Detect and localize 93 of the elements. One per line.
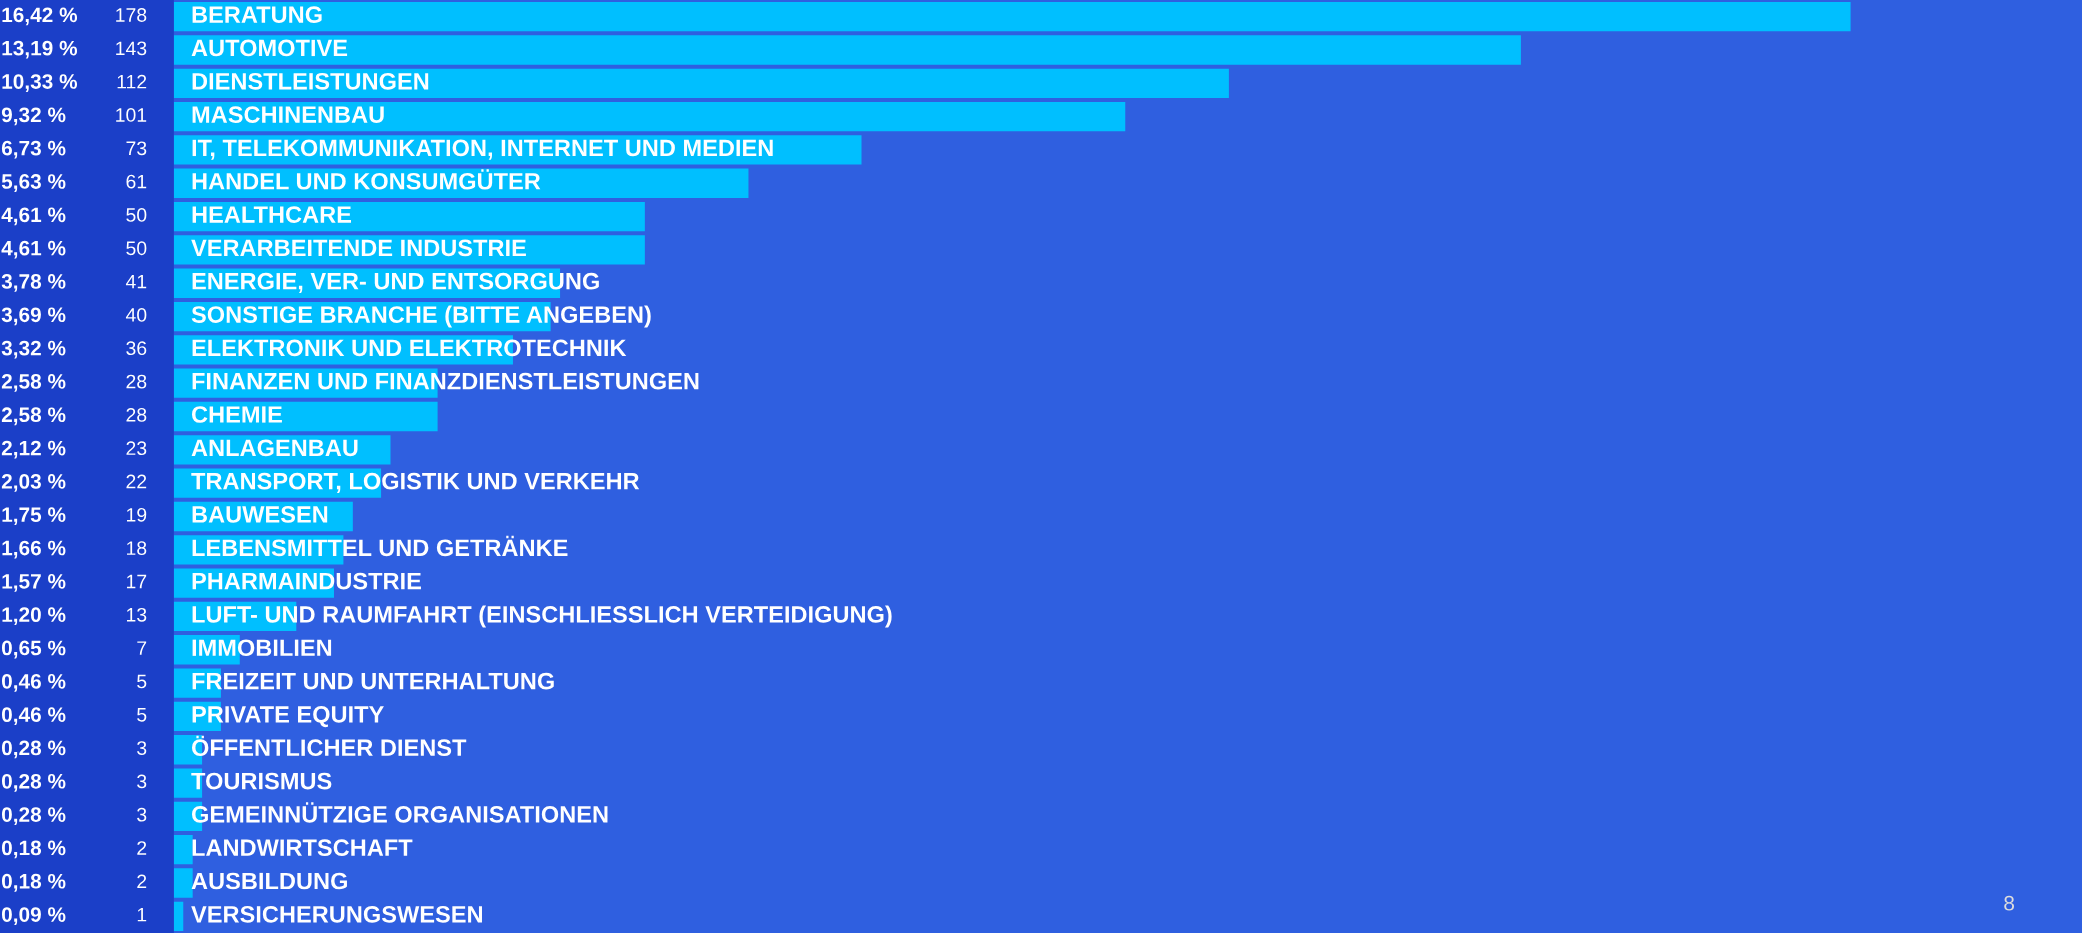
data-label: 61 bbox=[126, 174, 147, 189]
data-label: 40 bbox=[125, 308, 147, 322]
text: 0,18 % bbox=[1, 873, 66, 892]
text: 2,58 % bbox=[1, 374, 66, 392]
text: 3,78 % bbox=[1, 274, 66, 292]
data-label: 18 bbox=[126, 541, 147, 556]
y-tick-label: ELEKTRONIK UND ELEKTROTECHNIK bbox=[192, 339, 627, 357]
y-tick-label: VERSICHERUNGSWESEN bbox=[191, 905, 482, 923]
data-label: 5 bbox=[137, 708, 147, 722]
text: 0,28 % bbox=[1, 807, 66, 825]
text: 8 bbox=[2004, 895, 2015, 911]
data-label: 3 bbox=[137, 741, 147, 755]
data-label: 13 bbox=[126, 607, 147, 622]
y-tick-label: AUTOMOTIVE bbox=[191, 39, 348, 57]
data-label: 36 bbox=[126, 341, 147, 356]
data-label: 3 bbox=[137, 807, 147, 822]
text: 6,73 % bbox=[1, 140, 66, 159]
data-label: 50 bbox=[126, 208, 147, 222]
y-tick-label: ENERGIE, VER- UND ENTSORGUNG bbox=[192, 272, 599, 293]
y-tick-label: HEALTHCARE bbox=[192, 206, 352, 223]
y-tick-label: PHARMAINDUSTRIE bbox=[192, 572, 421, 590]
text: 0,18 % bbox=[1, 840, 66, 859]
text: 10,33 % bbox=[2, 74, 78, 92]
bar bbox=[173, 868, 193, 898]
text: 0,65 % bbox=[1, 640, 66, 659]
data-label: 178 bbox=[116, 8, 147, 22]
text: 2,58 % bbox=[1, 407, 66, 426]
text: 4,61 % bbox=[1, 240, 66, 259]
data-label: 112 bbox=[117, 74, 147, 89]
y-tick-label: FINANZEN UND FINANZDIENSTLEISTUNGEN bbox=[192, 372, 699, 390]
y-tick-label: TOURISMUS bbox=[191, 772, 332, 790]
y-tick-label: IMMOBILIEN bbox=[192, 639, 332, 657]
y-tick-label: IT, TELEKOMMUNIKATION, INTERNET UND MEDIEN bbox=[192, 139, 773, 160]
text: 1,20 % bbox=[2, 607, 66, 626]
bar bbox=[173, 201, 645, 232]
data-label: 28 bbox=[126, 407, 147, 422]
text: 0,28 % bbox=[1, 740, 66, 759]
data-label: 19 bbox=[126, 507, 147, 522]
bar bbox=[173, 2, 1851, 32]
text: 16,42 % bbox=[2, 7, 78, 26]
text: 2,12 % bbox=[1, 440, 66, 459]
text: 2,03 % bbox=[1, 474, 66, 492]
y-tick-label: LANDWIRTSCHAFT bbox=[192, 839, 413, 857]
data-label: 17 bbox=[126, 574, 147, 589]
y-tick-label: LEBENSMITTEL UND GETRÄNKE bbox=[192, 535, 568, 557]
bar bbox=[173, 835, 193, 865]
text: 3,32 % bbox=[1, 340, 66, 359]
y-tick-label: BERATUNG bbox=[192, 6, 322, 23]
data-label: 41 bbox=[125, 274, 147, 289]
y-tick-label: PRIVATE EQUITY bbox=[192, 706, 384, 728]
data-label: 50 bbox=[126, 241, 147, 256]
text: 5,63 % bbox=[1, 174, 66, 192]
data-label: 5 bbox=[137, 674, 147, 689]
data-label: 22 bbox=[126, 474, 147, 489]
text: 0,46 % bbox=[1, 673, 66, 692]
data-label: 2 bbox=[137, 841, 147, 855]
y-tick-label: LUFT- UND RAUMFAHRT (EINSCHLIESSLICH VERTEIDIGUNG) bbox=[192, 605, 892, 628]
text: 13,19 % bbox=[2, 40, 78, 59]
data-label: 1 bbox=[137, 907, 147, 922]
bar bbox=[173, 901, 184, 931]
y-tick-label: TRANSPORT, LOGISTIK UND VERKEHR bbox=[191, 472, 640, 493]
data-label: 73 bbox=[126, 141, 147, 156]
y-tick-label: ÖFFENTLICHER DIENST bbox=[191, 735, 467, 757]
y-tick-label: MASCHINENBAU bbox=[192, 106, 384, 123]
text: 0,28 % bbox=[1, 773, 66, 792]
y-tick-label: SONSTIGE BRANCHE (BITTE ANGEBEN) bbox=[191, 305, 651, 328]
text: 1,57 % bbox=[2, 574, 66, 592]
data-label: 3 bbox=[137, 774, 147, 789]
bar bbox=[173, 101, 1126, 132]
text: 9,32 % bbox=[1, 107, 66, 126]
text: 1,66 % bbox=[2, 540, 66, 559]
y-tick-label: HANDEL UND KONSUMGÜTER bbox=[192, 169, 541, 190]
y-tick-label: AUSBILDUNG bbox=[191, 872, 347, 890]
data-label: 7 bbox=[137, 641, 147, 655]
y-tick-label: CHEMIE bbox=[191, 406, 282, 423]
y-tick-label: DIENSTLEISTUNGEN bbox=[192, 72, 429, 90]
text: 1,75 % bbox=[2, 507, 66, 526]
text: 4,61 % bbox=[1, 207, 66, 226]
text: 3,69 % bbox=[1, 307, 66, 326]
bar bbox=[173, 68, 1229, 98]
y-tick-label: VERARBEITENDE INDUSTRIE bbox=[191, 239, 526, 257]
text: 0,46 % bbox=[1, 707, 66, 726]
y-tick-label: GEMEINNÜTZIGE ORGANISATIONEN bbox=[191, 802, 608, 823]
bar bbox=[173, 35, 1521, 65]
y-tick-label: ANLAGENBAU bbox=[191, 439, 358, 457]
text: 0,09 % bbox=[1, 907, 66, 925]
data-label: 101 bbox=[116, 108, 147, 122]
data-label: 2 bbox=[137, 874, 147, 889]
y-tick-label: BAUWESEN bbox=[192, 506, 328, 523]
data-label: 23 bbox=[126, 441, 147, 456]
data-label: 143 bbox=[116, 41, 147, 56]
y-tick-label: FREIZEIT UND UNTERHALTUNG bbox=[192, 672, 554, 690]
data-label: 28 bbox=[126, 374, 147, 389]
